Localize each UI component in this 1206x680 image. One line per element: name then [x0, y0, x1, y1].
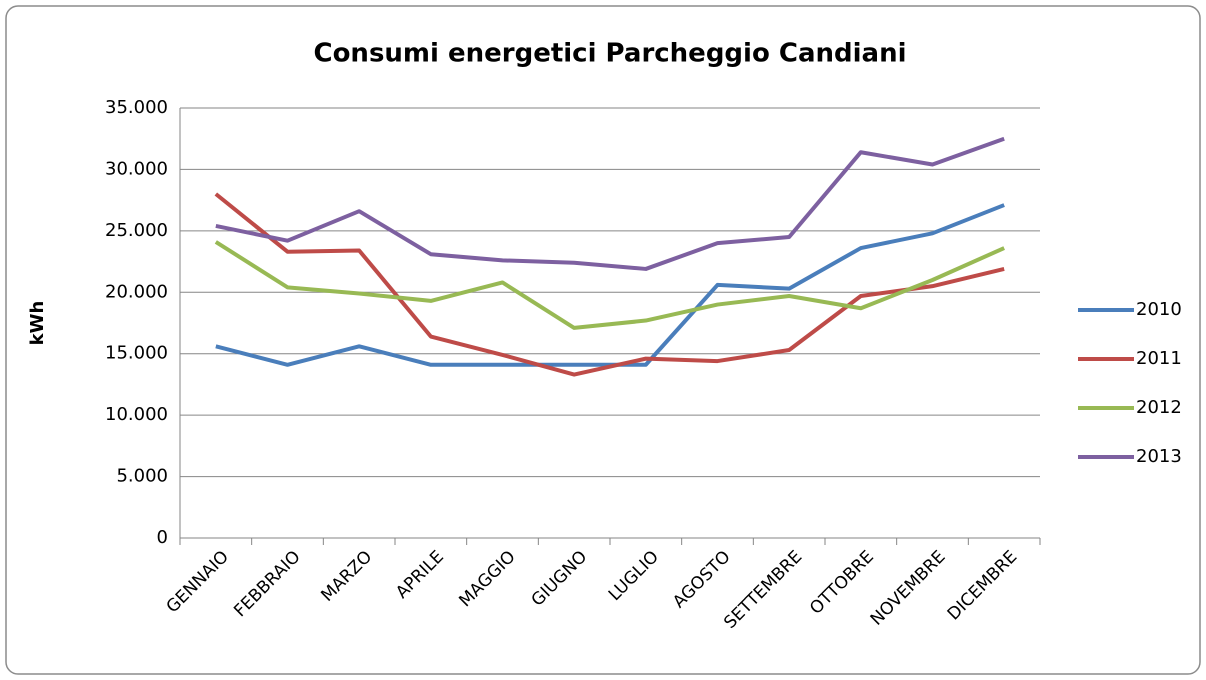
legend-label: 2011	[1136, 348, 1182, 369]
legend-label: 2010	[1136, 299, 1182, 320]
legend-label: 2012	[1136, 397, 1182, 418]
y-tick-label: 25.000	[105, 220, 168, 241]
series-line	[214, 192, 1005, 377]
chart-title: Consumi energetici Parcheggio Candiani	[313, 39, 906, 69]
legend-label: 2013	[1136, 446, 1182, 467]
y-tick-label: 30.000	[105, 158, 168, 179]
y-tick-label: 0	[157, 527, 168, 548]
y-tick-label: 5.000	[116, 466, 168, 487]
y-tick-label: 20.000	[105, 281, 168, 302]
y-axis-label: kWh	[27, 301, 48, 346]
chart-border	[5, 5, 1201, 675]
series-line	[215, 136, 1005, 271]
y-tick-label: 35.000	[105, 97, 168, 118]
series-line	[214, 240, 1005, 330]
y-tick-label: 10.000	[105, 404, 168, 425]
y-tick-label: 15.000	[105, 343, 168, 364]
